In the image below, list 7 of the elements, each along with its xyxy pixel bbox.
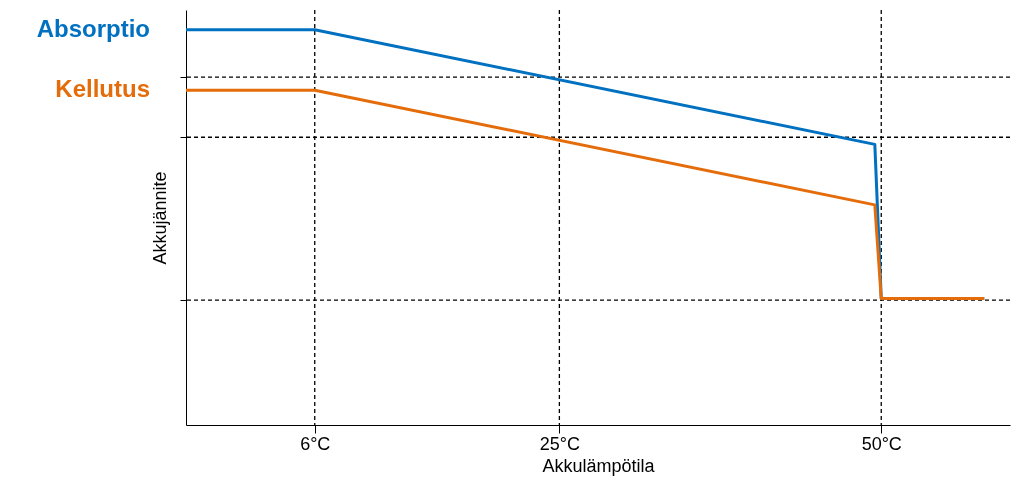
series-label: Kellutus <box>55 75 150 102</box>
x-tick-label: 6°C <box>300 433 331 454</box>
x-tick-label: 25°C <box>539 433 580 454</box>
series-label: Absorptio <box>36 15 150 42</box>
y-axis-title: Akkujännite <box>150 171 170 265</box>
x-axis-title: Akkulämpötila <box>542 455 656 476</box>
x-tick-label: 50°C <box>861 433 902 454</box>
